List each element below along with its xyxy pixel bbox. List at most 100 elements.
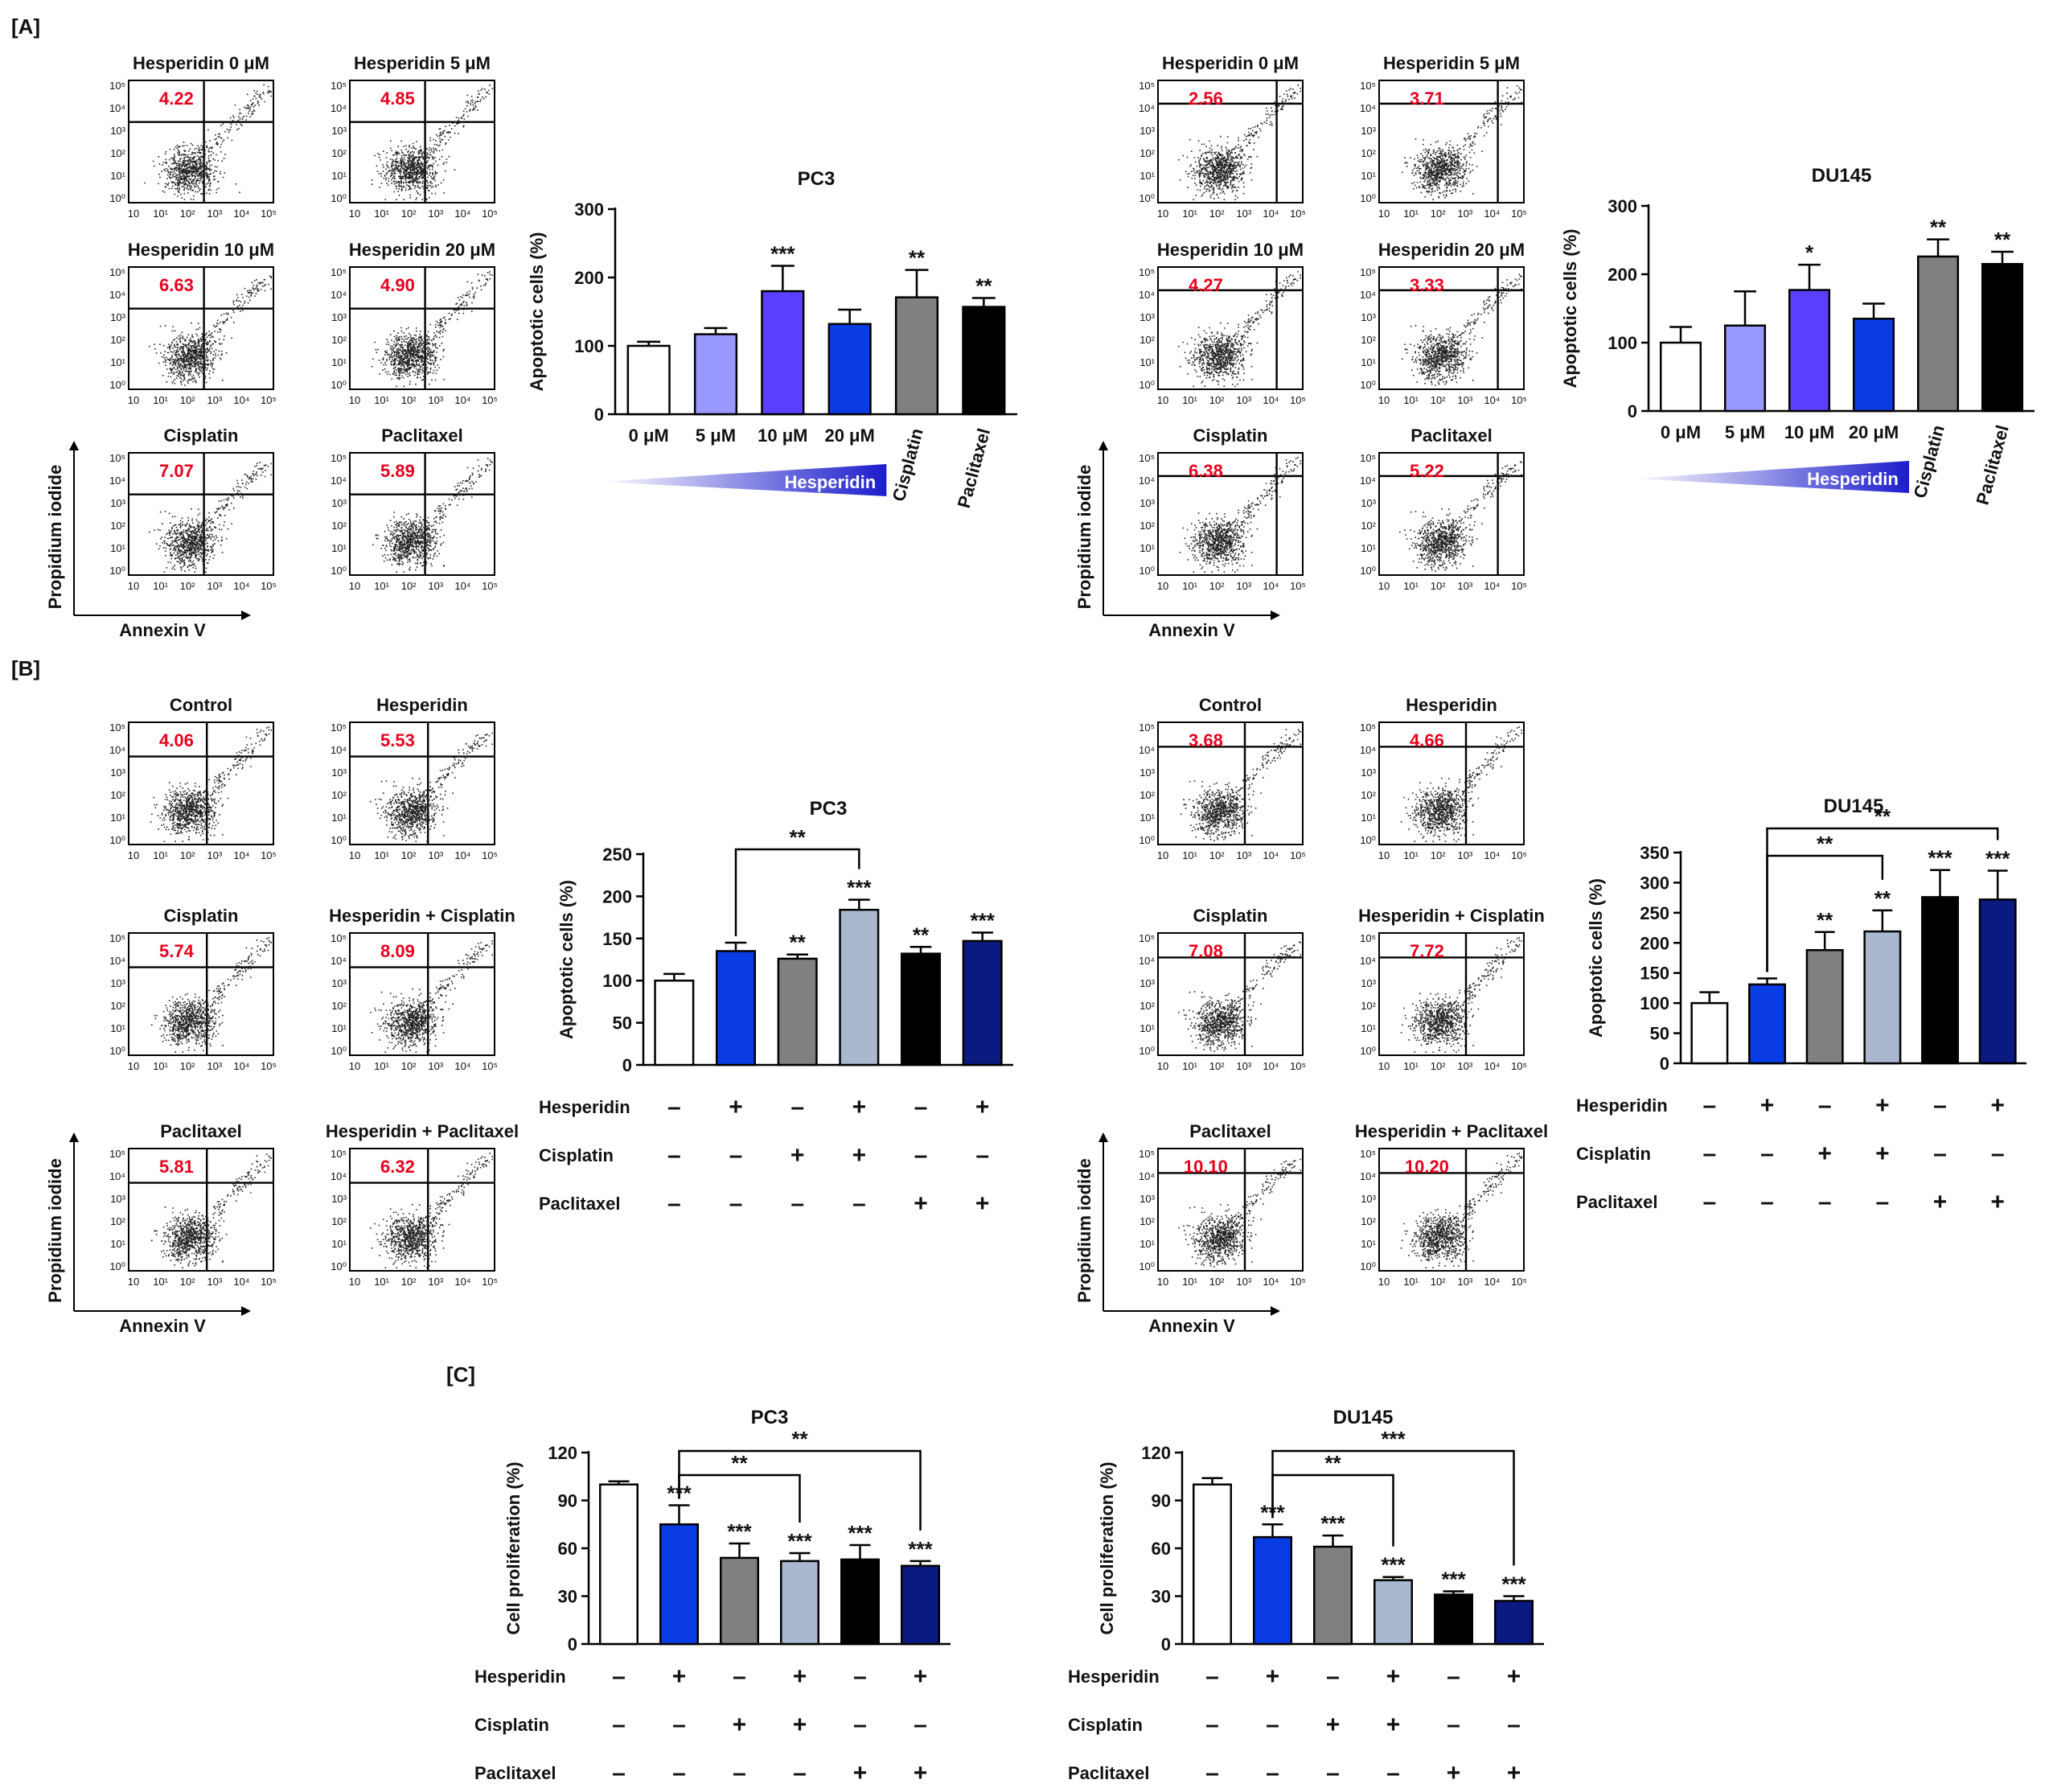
- flow-x-tick: 10: [1157, 1060, 1168, 1072]
- flow-y-tick: 10⁵: [1360, 932, 1376, 944]
- flow-plot-title: Paclitaxel: [381, 425, 463, 446]
- flow-y-tick: 10⁵: [1360, 266, 1376, 278]
- treatment-sign: –: [1702, 1141, 1716, 1167]
- apoptosis-percentage: 3.33: [1410, 275, 1444, 295]
- category-label: 10 μM: [758, 425, 807, 446]
- flow-plot-title: Hesperidin 0 μM: [133, 53, 269, 73]
- flow-plot-title: Control: [1199, 695, 1262, 715]
- significance-bracket: [1766, 827, 1999, 972]
- flow-y-tick: 10³: [331, 1193, 347, 1205]
- flow-x-tick: 10⁴: [1484, 580, 1500, 592]
- flow-x-tick: 10⁴: [454, 1276, 470, 1288]
- flow-y-tick: 10²: [110, 789, 125, 801]
- flow-x-tick: 10¹: [1403, 580, 1419, 592]
- bracket-label: **: [1874, 804, 1891, 828]
- treatment-row-label: Paclitaxel: [474, 1763, 556, 1783]
- y-tick-label: 250: [602, 845, 632, 865]
- flow-x-tick: 10⁵: [1290, 394, 1306, 406]
- treatment-sign: –: [1760, 1189, 1774, 1215]
- treatment-sign: –: [1818, 1092, 1832, 1119]
- flow-x-tick: 10: [1157, 208, 1168, 220]
- flow-y-tick: 10¹: [331, 356, 347, 368]
- flow-y-tick: 10⁵: [1360, 1148, 1376, 1160]
- flow-x-tick: 10³: [1457, 580, 1472, 592]
- bar: [780, 1560, 819, 1646]
- flow-y-tick: 10¹: [331, 1022, 347, 1034]
- flow-x-tick: 10³: [1457, 208, 1472, 220]
- treatment-sign: –: [1991, 1141, 2005, 1167]
- significance-label: ***: [908, 1537, 933, 1561]
- flow-y-tick: 10⁰: [1360, 834, 1376, 846]
- flow-scatter-dots: [1402, 85, 1522, 200]
- bar: [1494, 1600, 1534, 1646]
- flow-y-tick: 10⁴: [1139, 289, 1155, 301]
- flow-x-tick: 10⁴: [454, 394, 470, 406]
- flow-x-tick: 10²: [1431, 849, 1446, 861]
- apoptosis-percentage: 4.22: [159, 88, 194, 109]
- flow-x-tick: 10: [128, 1060, 139, 1072]
- flow-plot-frame: [349, 80, 495, 203]
- flow-y-tick: 10¹: [1139, 1022, 1155, 1034]
- apoptosis-percentage: 7.72: [1410, 941, 1444, 961]
- flow-x-tick: 10¹: [1403, 208, 1419, 220]
- treatment-sign: –: [975, 1142, 989, 1169]
- flow-y-tick: 10²: [1361, 334, 1376, 346]
- flow-y-tick: 10³: [331, 767, 347, 779]
- flow-x-tick: 10⁴: [233, 849, 249, 861]
- flow-x-tick: 10⁵: [1511, 580, 1527, 592]
- y-tick-label: 0: [594, 405, 604, 425]
- flow-x-tick: 10¹: [374, 1060, 389, 1072]
- treatment-sign: –: [914, 1712, 927, 1738]
- y-tick-label: 0: [568, 1634, 577, 1654]
- flow-axis-y-label: Propidium iodide: [45, 1158, 65, 1303]
- bar: [1723, 324, 1767, 413]
- flow-x-tick: 10: [1378, 580, 1390, 592]
- flow-y-tick: 10⁵: [1360, 80, 1376, 92]
- flow-y-tick: 10²: [110, 147, 125, 159]
- apoptosis-percentage: 10.20: [1405, 1157, 1449, 1177]
- treatment-sign: +: [1507, 1663, 1521, 1690]
- flow-axis-x-label: Annexin V: [119, 1316, 206, 1336]
- y-tick-label: 100: [1608, 333, 1637, 353]
- treatment-sign: +: [1817, 1141, 1832, 1167]
- flow-scatter-dots: [370, 940, 493, 1053]
- flow-x-tick: 10: [349, 1060, 360, 1072]
- flow-x-tick: 10: [349, 849, 360, 861]
- flow-scatter-dots: [151, 937, 272, 1053]
- treatment-sign: –: [612, 1760, 626, 1786]
- flow-y-tick: 10²: [1361, 1215, 1376, 1227]
- flow-y-tick: 10¹: [331, 812, 347, 824]
- flow-plot-title: Paclitaxel: [160, 1121, 242, 1141]
- significance-bracket: [1271, 1449, 1515, 1566]
- treatment-sign: –: [1447, 1663, 1460, 1690]
- flow-y-tick: 10²: [1139, 520, 1155, 532]
- bar: [777, 957, 818, 1067]
- flow-scatter-dots: [370, 732, 493, 842]
- flow-plot-title: Hesperidin 0 μM: [1162, 53, 1299, 73]
- flow-scatter-dots: [1402, 273, 1522, 386]
- flow-y-tick: 10⁴: [1360, 102, 1376, 114]
- treatment-sign: +: [1990, 1092, 2005, 1119]
- flow-y-tick: 10²: [1139, 1215, 1155, 1227]
- treatment-sign: –: [672, 1760, 686, 1786]
- bar: [599, 1483, 639, 1646]
- flow-y-tick: 10¹: [110, 356, 125, 368]
- flow-x-tick: 10³: [1236, 1060, 1251, 1072]
- significance-label: **: [1874, 886, 1891, 910]
- flow-plot-frame: [128, 932, 274, 1056]
- significance-label: ***: [970, 908, 995, 932]
- flow-y-tick: 10³: [1139, 125, 1155, 137]
- apoptosis-percentage: 5.22: [1410, 461, 1444, 481]
- y-tick-label: 200: [1640, 933, 1669, 953]
- flow-x-tick: 10³: [207, 849, 222, 861]
- treatment-sign: –: [612, 1712, 626, 1738]
- flow-y-tick: 10⁵: [331, 932, 347, 944]
- apoptosis-percentage: 4.06: [159, 730, 194, 750]
- significance-bracket: [678, 1473, 801, 1523]
- flow-x-tick: 10²: [1431, 580, 1446, 592]
- flow-x-tick: 10⁴: [1484, 1276, 1500, 1288]
- flow-x-tick: 10²: [1209, 208, 1225, 220]
- flow-y-tick: 10⁵: [1139, 80, 1155, 92]
